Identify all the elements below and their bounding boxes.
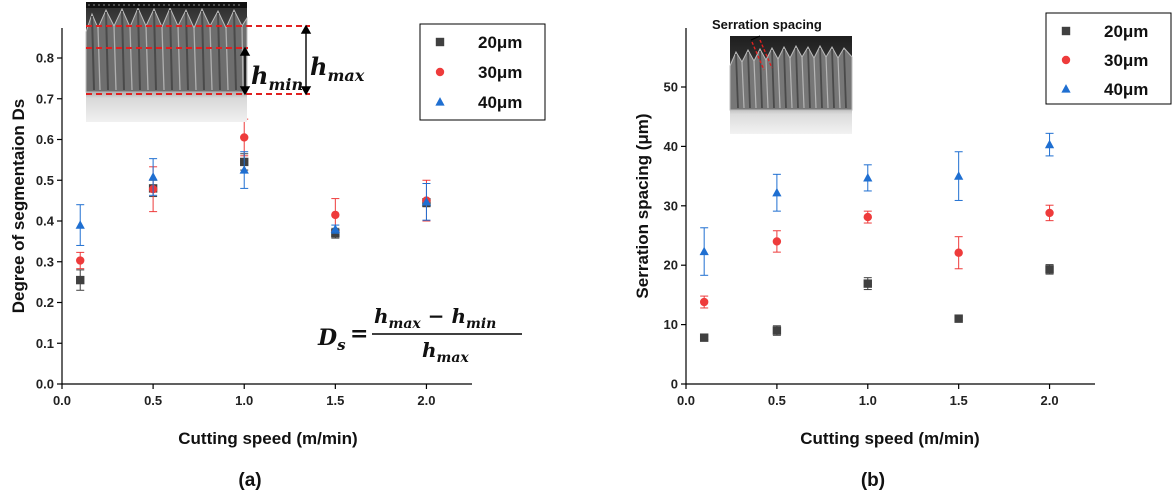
data-point	[421, 197, 432, 206]
data-point	[76, 275, 85, 285]
legend-marker-square	[1061, 26, 1071, 36]
series-triangle	[699, 132, 1055, 276]
data-point	[699, 297, 709, 307]
legend-marker-square	[435, 37, 445, 47]
panel-b-y-ticks: 0 10 20 30 40 50	[664, 80, 686, 392]
legend-marker-triangle	[1061, 84, 1071, 93]
panel-b-label: (b)	[861, 470, 885, 491]
formula-denominator: hmax	[422, 338, 469, 366]
segmentation-formula: Ds = hmax − hmin hmax	[317, 304, 522, 366]
data-point	[1045, 208, 1054, 218]
data-point	[772, 187, 782, 197]
y-tick-label: 0	[671, 377, 678, 392]
panel-b-y-axis-title: Serration spacing (μm)	[633, 113, 652, 298]
data-point	[75, 220, 85, 229]
legend-marker-circle	[435, 67, 445, 77]
data-point	[954, 314, 963, 323]
x-tick-label: 0.0	[53, 393, 71, 408]
data-point	[699, 246, 709, 256]
data-point	[954, 171, 964, 180]
legend-marker-triangle	[435, 97, 445, 106]
formula-equals: =	[350, 321, 368, 347]
y-tick-label: 0.7	[36, 91, 54, 106]
hmin-label: hmin	[251, 61, 303, 94]
x-tick-label: 0.5	[144, 393, 162, 408]
y-tick-label: 0.0	[36, 377, 54, 392]
data-point	[954, 248, 963, 257]
legend-label: 30μm	[1104, 51, 1148, 70]
legend-label: 40μm	[1104, 80, 1148, 99]
series-square	[699, 264, 1054, 342]
y-tick-label: 30	[664, 198, 678, 213]
x-tick-label: 1.5	[326, 393, 344, 408]
data-point	[331, 210, 340, 220]
panel-b-x-ticks: 0.0 0.5 1.0 1.5 2.0	[677, 384, 1059, 408]
x-tick-label: 2.0	[417, 393, 435, 408]
panel-a-label: (a)	[238, 470, 261, 491]
legend-label: 20μm	[1104, 22, 1148, 41]
x-tick-label: 0.5	[768, 393, 786, 408]
data-point	[863, 279, 872, 288]
panel-a-x-ticks: 0.0 0.5 1.0 1.5 2.0	[53, 384, 435, 408]
legend-label: 20μm	[478, 33, 522, 52]
formula-numerator: hmax − hmin	[374, 304, 496, 332]
series-circle	[699, 204, 1054, 309]
x-tick-label: 0.0	[677, 393, 695, 408]
y-tick-label: 40	[664, 139, 678, 154]
y-tick-label: 0.3	[36, 254, 54, 269]
y-tick-label: 20	[664, 258, 678, 273]
panel-a-legend: 20μm 30μm 40μm	[419, 23, 546, 121]
data-point	[330, 224, 340, 233]
formula-lhs: Ds	[317, 325, 346, 354]
y-tick-label: 50	[664, 80, 678, 95]
data-point	[863, 173, 873, 182]
panel-a-y-axis-title: Degree of segmentaion Ds	[9, 99, 28, 313]
panel-b: 0 10 20 30 40 50 0.0 0.5 1.0 1.5 2.0 Serration sp…	[633, 12, 1172, 491]
panel-b-x-axis-title: Cutting speed (m/min)	[800, 429, 979, 448]
hmax-arrow	[300, 24, 312, 96]
y-tick-label: 0.5	[36, 173, 54, 188]
x-tick-label: 2.0	[1041, 393, 1059, 408]
legend-marker-circle	[1061, 55, 1071, 65]
series-circle	[76, 118, 431, 270]
series-square	[76, 153, 431, 291]
panel-a-data-points	[75, 118, 432, 291]
legend-label: 30μm	[478, 63, 522, 82]
data-point	[699, 333, 709, 342]
panel-a-y-ticks: 0.0 0.1 0.2 0.3 0.4 0.5 0.6 0.7 0.8	[36, 51, 62, 392]
data-point	[863, 212, 872, 222]
panel-a-sem-inset	[85, 2, 248, 122]
legend-label: 40μm	[478, 93, 522, 112]
panel-b-legend: 20μm 30μm 40μm	[1045, 12, 1172, 105]
x-tick-label: 1.0	[235, 393, 253, 408]
data-point	[772, 326, 782, 335]
serration-spacing-label: Serration spacing	[712, 17, 822, 32]
series-triangle	[75, 151, 432, 246]
hmin-arrow	[239, 46, 251, 96]
data-point	[239, 165, 249, 174]
y-tick-label: 0.4	[36, 214, 55, 229]
data-point	[772, 237, 782, 246]
panel-a-x-axis-title: Cutting speed (m/min)	[178, 429, 357, 448]
data-point	[1045, 265, 1054, 274]
panel-a: 0.0 0.1 0.2 0.3 0.4 0.5 0.6 0.7 0.8 0.0 0.5 1.0 1.5…	[9, 2, 546, 491]
x-tick-label: 1.0	[859, 393, 877, 408]
panel-b-sem-inset	[729, 35, 853, 134]
y-tick-label: 10	[664, 317, 678, 332]
y-tick-label: 0.8	[36, 51, 54, 66]
data-point	[240, 133, 249, 142]
y-tick-label: 0.2	[36, 295, 54, 310]
panel-b-data-points	[699, 132, 1055, 342]
data-point	[76, 256, 85, 265]
y-tick-label: 0.1	[36, 336, 54, 351]
x-tick-label: 1.5	[950, 393, 968, 408]
y-tick-label: 0.6	[36, 132, 54, 147]
data-point	[1044, 139, 1055, 149]
hmax-label: hmax	[310, 52, 365, 85]
data-point	[148, 172, 158, 181]
